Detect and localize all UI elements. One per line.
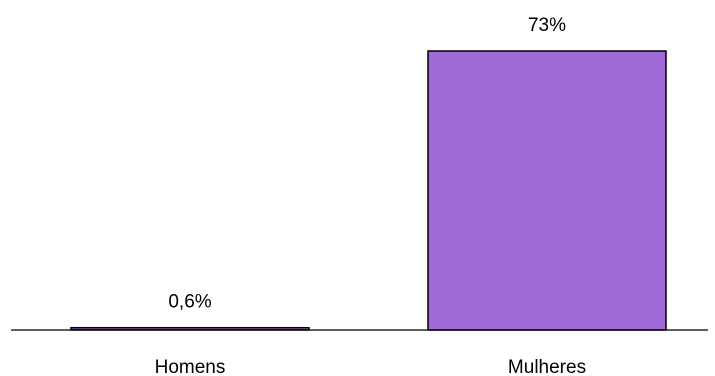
- category-label-mulheres: Mulheres: [508, 357, 586, 376]
- bar-mulheres: [427, 50, 667, 331]
- category-label-homens: Homens: [155, 357, 226, 376]
- data-label-mulheres: 73%: [528, 15, 566, 36]
- data-label-homens: 0,6%: [168, 292, 211, 313]
